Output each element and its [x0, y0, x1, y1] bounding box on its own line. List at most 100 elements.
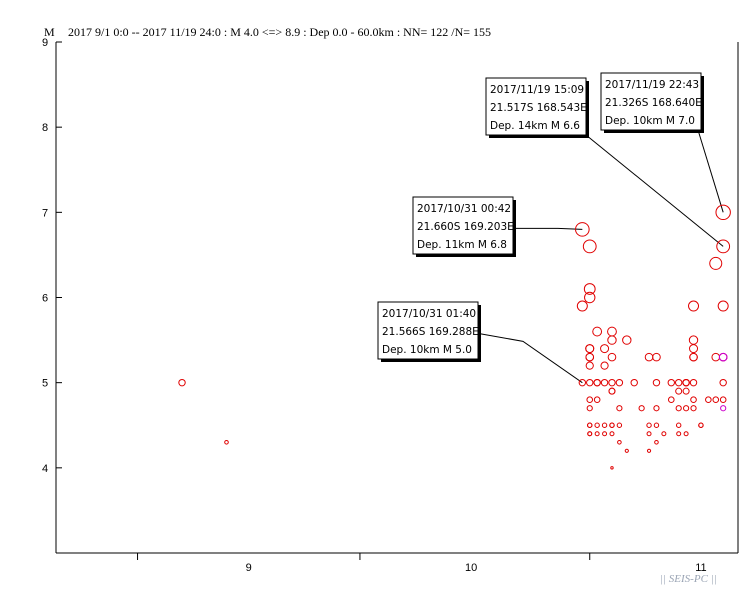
event-point	[576, 300, 588, 312]
event-point	[587, 422, 593, 428]
event-point	[698, 422, 704, 428]
annotation-box: 2017/11/19 22:43 21.326S 168.640E Dep. 10k…	[600, 72, 704, 133]
event-point	[584, 291, 596, 304]
event-point	[675, 387, 683, 395]
event-point	[224, 439, 229, 445]
event-point	[575, 222, 590, 237]
annotation-box: 2017/10/31 00:42 21.660S 169.203E Dep. 11k…	[412, 196, 516, 257]
event-point	[654, 439, 659, 445]
event-point	[675, 405, 682, 412]
event-point	[585, 352, 595, 362]
y-tick-label: 5	[42, 378, 48, 390]
event-point	[582, 239, 597, 254]
event-point	[646, 431, 652, 437]
event-point	[644, 352, 654, 362]
event-point	[594, 431, 600, 437]
event-point	[676, 431, 682, 437]
event-point	[609, 431, 615, 437]
annotation-boxes: 2017/11/19 22:43 21.326S 168.640E Dep. 10k…	[377, 72, 704, 362]
event-point	[682, 387, 690, 395]
x-tick-label: 11	[695, 562, 706, 574]
event-point	[638, 405, 645, 412]
event-point	[688, 335, 699, 345]
y-tick-label: 9	[42, 37, 48, 49]
event-point	[585, 344, 595, 354]
annotation-leaders	[477, 129, 724, 384]
event-point	[624, 448, 629, 453]
event-point	[688, 300, 700, 312]
event-point	[705, 396, 712, 404]
annotation-leader	[477, 332, 583, 384]
event-point	[715, 204, 731, 221]
event-point	[616, 422, 623, 428]
event-point	[646, 448, 652, 453]
y-tick-label: 8	[42, 122, 48, 134]
event-point	[683, 431, 689, 437]
event-point	[586, 396, 594, 404]
event-point	[652, 378, 661, 387]
axes: 4 5 6 7 8 9 9 10 11	[42, 37, 739, 574]
annotation-line: 21.326S 168.640E	[605, 97, 702, 109]
y-tick-label: 4	[42, 463, 48, 475]
annotation-frame	[412, 196, 514, 255]
event-point	[587, 431, 593, 437]
event-point	[592, 326, 603, 337]
event-point	[602, 431, 608, 437]
event-point	[719, 378, 727, 387]
event-point	[585, 361, 594, 370]
event-point	[622, 335, 632, 345]
x-tick-label: 10	[465, 562, 477, 574]
event-point	[617, 439, 622, 445]
event-point	[682, 378, 690, 387]
event-point	[593, 396, 601, 404]
event-point	[594, 422, 600, 428]
event-point	[712, 396, 720, 404]
event-point	[616, 405, 623, 412]
event-point	[607, 335, 617, 345]
y-tick-label: 7	[42, 207, 48, 219]
annotation-line: 2017/11/19 15:09	[490, 84, 584, 96]
event-point	[646, 422, 652, 428]
annotation-line: 21.517S 168.543E	[490, 102, 587, 114]
chart-header: 2017 9/1 0:0 -- 2017 11/19 24:0 : M 4.0 …	[68, 25, 491, 39]
annotation-line: 2017/11/19 22:43	[605, 79, 699, 91]
event-point	[653, 422, 660, 428]
annotation-line: Dep. 10km M 5.0	[382, 344, 472, 356]
event-point	[583, 283, 596, 295]
y-tick-label: 6	[42, 293, 48, 305]
annotation-line: Dep. 10km M 7.0	[605, 115, 695, 127]
x-tick-label: 9	[246, 562, 252, 574]
event-point	[630, 378, 638, 387]
annotation-frame	[377, 301, 479, 360]
event-point	[717, 300, 729, 312]
event-point	[600, 361, 609, 370]
event-point	[667, 378, 675, 387]
event-point	[600, 378, 609, 387]
event-point	[578, 378, 587, 387]
event-point	[615, 378, 624, 387]
event-point	[690, 396, 697, 404]
annotation-box: 2017/11/19 15:09 21.517S 168.543E Dep. 14k…	[485, 77, 589, 138]
event-point	[610, 466, 614, 470]
event-point	[667, 396, 675, 404]
annotation-line: 2017/10/31 00:42	[417, 203, 511, 215]
annotation-leader	[697, 129, 724, 213]
event-point	[674, 378, 683, 387]
annotation-frame	[485, 77, 587, 136]
event-point	[689, 378, 698, 387]
y-axis-symbol: M	[44, 25, 55, 39]
event-point	[178, 378, 186, 387]
annotation-line: Dep. 11km M 6.8	[417, 239, 507, 251]
event-point	[689, 344, 699, 354]
annotation-line: 21.660S 169.203E	[417, 221, 514, 233]
event-point	[720, 405, 727, 412]
event-point	[607, 352, 617, 362]
annotation-frame	[600, 72, 702, 131]
event-point	[600, 344, 610, 354]
annotation-line: 2017/10/31 01:40	[382, 308, 476, 320]
event-point	[601, 422, 608, 428]
event-point	[675, 422, 682, 428]
event-point	[709, 256, 723, 270]
event-point	[661, 431, 667, 437]
